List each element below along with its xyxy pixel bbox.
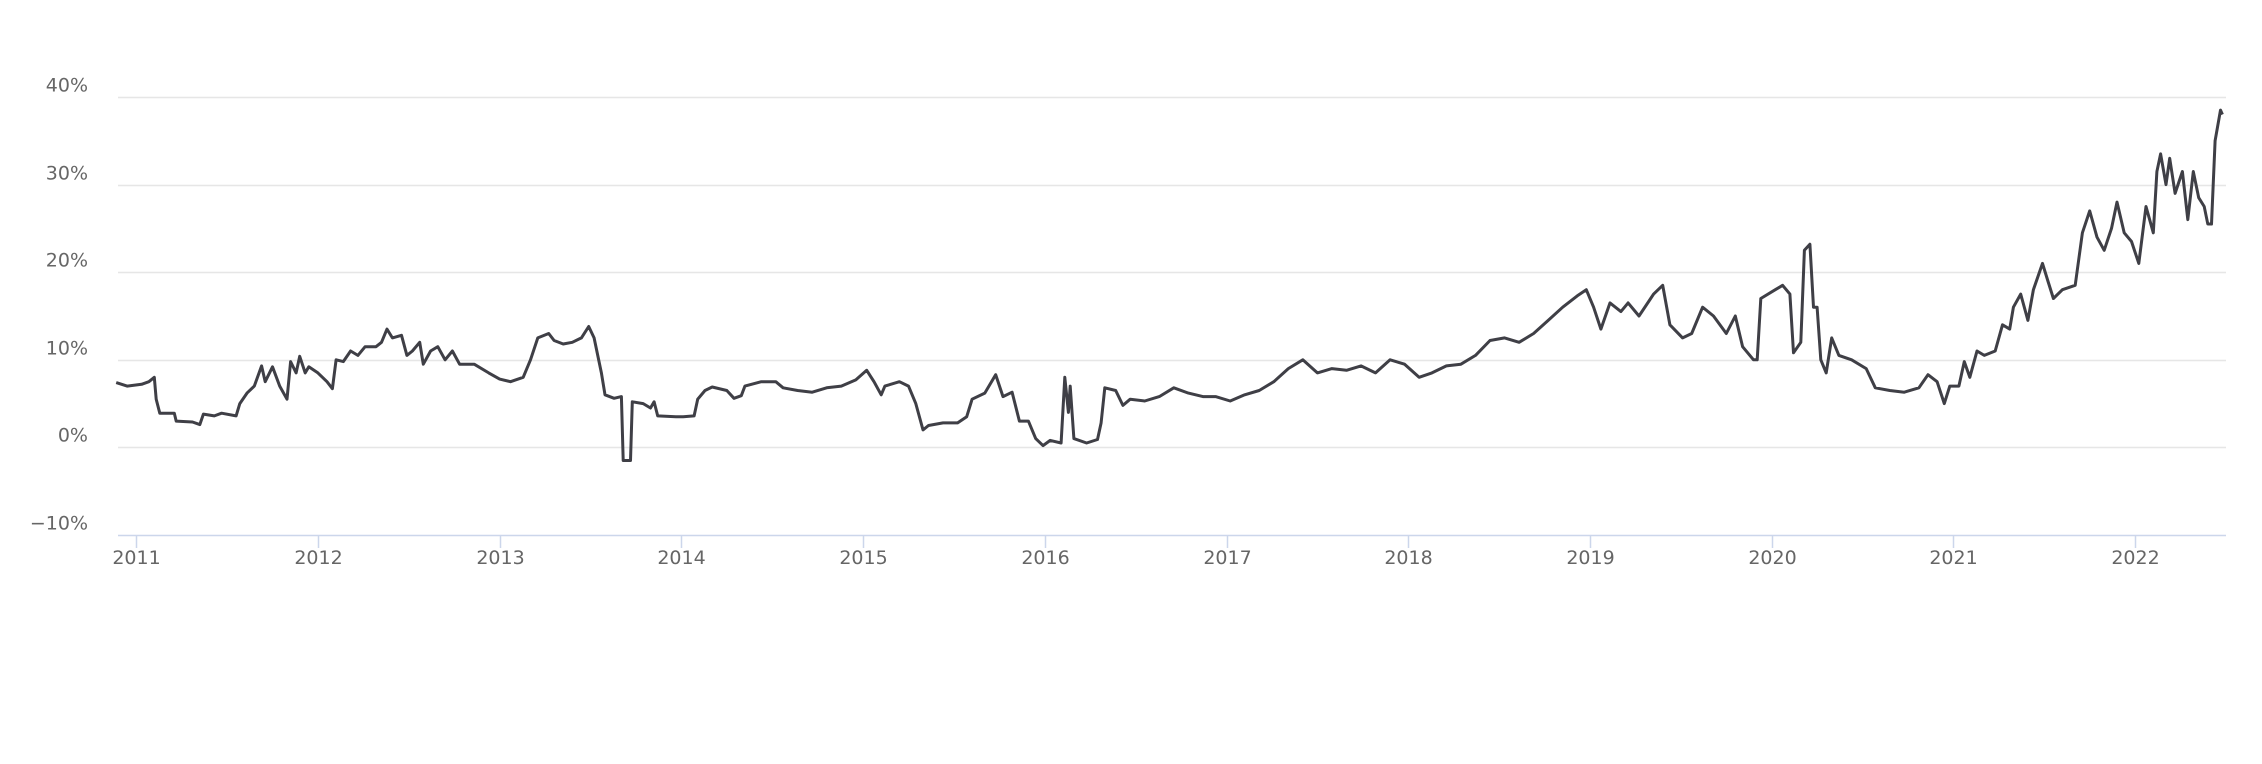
y-tick-label: −10% [30, 513, 88, 535]
y-tick-label: 30% [46, 163, 88, 185]
x-tick-label: 2013 [476, 547, 524, 569]
x-tick-label: 2020 [1748, 547, 1796, 569]
y-tick-label: 20% [46, 250, 88, 272]
x-tick-label: 2021 [1929, 547, 1977, 569]
x-tick-label: 2016 [1021, 547, 1069, 569]
x-tick-label: 2012 [294, 547, 342, 569]
x-tick-label: 2017 [1203, 547, 1251, 569]
y-tick-label: 0% [58, 425, 88, 447]
x-tick-label: 2018 [1384, 547, 1432, 569]
x-tick-label: 2014 [657, 547, 705, 569]
gridlines [118, 96, 2226, 449]
x-axis: 2011 2012 2013 2014 2015 2016 2017 2018 2019 2020… [112, 534, 2226, 569]
x-tick-label: 2015 [839, 547, 887, 569]
y-tick-label: 40% [46, 75, 88, 97]
series-layer [115, 108, 2224, 462]
x-tick-label: 2011 [112, 547, 160, 569]
x-tick-label: 2022 [2111, 547, 2159, 569]
series-line [115, 108, 2224, 462]
y-tick-label: 10% [46, 338, 88, 360]
x-tick-label: 2019 [1566, 547, 1614, 569]
y-axis-labels: 40% 30% 20% 10% 0% −10% [30, 75, 88, 535]
